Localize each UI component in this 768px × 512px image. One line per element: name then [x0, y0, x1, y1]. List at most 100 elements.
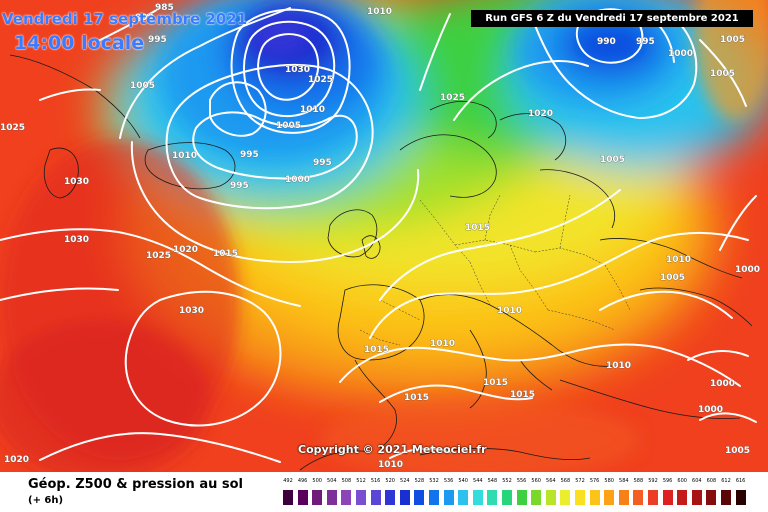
legend-tick-label: 560	[531, 478, 541, 484]
isobar-label: 1010	[172, 151, 197, 161]
isobar-label: 1010	[378, 460, 403, 470]
isobar-label: 1030	[64, 177, 89, 187]
isobar-label: 995	[230, 181, 249, 191]
isobar-label: 1020	[528, 109, 553, 119]
isobar-label: 1000	[698, 405, 723, 415]
legend-tick-label: 596	[662, 478, 673, 484]
isobar-label: 1000	[668, 49, 693, 59]
legend-tick-label: 500	[312, 478, 322, 484]
isobar-label: 1015	[213, 249, 238, 259]
legend-swatch	[443, 490, 454, 505]
legend-tick-label: 540	[458, 478, 468, 484]
legend-swatch	[283, 490, 293, 505]
legend-tick-label: 492	[283, 478, 293, 484]
isobar-label: 1015	[510, 390, 535, 400]
isobar-label: 1010	[666, 255, 691, 265]
isobar-label: 1000	[710, 379, 735, 389]
isobar-label: 985	[155, 3, 174, 13]
isobar-label: 1025	[146, 251, 171, 261]
isobar-label: 1005	[600, 155, 625, 165]
legend-swatch	[487, 490, 498, 505]
legend-swatch	[706, 490, 717, 505]
legend-swatch	[662, 490, 673, 505]
legend-swatch	[341, 490, 352, 505]
legend-swatch	[312, 490, 323, 505]
legend-tick-label: 504	[327, 478, 337, 484]
legend-tick-label: 612	[721, 478, 731, 484]
isobar-label: 1010	[606, 361, 631, 371]
isobar-label: 1015	[364, 345, 389, 355]
legend-swatch	[589, 490, 600, 505]
legend-swatch	[545, 490, 556, 505]
legend-tick-label: 548	[487, 478, 498, 484]
isobar-label: 1025	[308, 75, 333, 85]
isobar-label: 1010	[367, 7, 392, 17]
isobars	[0, 7, 757, 463]
legend-tick-label: 616	[735, 478, 746, 484]
legend-tick-label: 572	[575, 478, 585, 484]
legend-tick-label: 536	[443, 478, 454, 484]
legend-tick-label: 556	[516, 478, 527, 484]
isobar-label: 1005	[660, 273, 685, 283]
legend-swatch	[560, 490, 571, 505]
legend-tick-label: 592	[648, 478, 658, 484]
legend-tick-label: 604	[692, 478, 702, 484]
isobar-label: 1005	[725, 446, 750, 456]
isobar-label: 995	[636, 37, 655, 47]
legend-swatch	[326, 490, 337, 505]
legend-tick-label: 516	[370, 478, 381, 484]
legend-tick-label: 600	[677, 478, 687, 484]
isobar-label: 1030	[179, 306, 204, 316]
color-scale-legend: 492 496 500 504 508 512 516 520 524 528 532 536 540 5…	[283, 478, 753, 510]
pressure-labels: 1010 995 990 985 1005 1025 1030 1030 101…	[0, 3, 760, 471]
legend-tick-label: 568	[560, 478, 571, 484]
legend-swatch	[414, 490, 425, 505]
country-borders	[359, 194, 631, 346]
isobar-label: 1015	[404, 393, 429, 403]
model-run-banner: Run GFS 6 Z du Vendredi 17 septembre 202…	[471, 10, 753, 27]
legend-swatch	[721, 490, 731, 505]
legend-swatch	[297, 490, 308, 505]
isobar-label: 1010	[430, 339, 455, 349]
isobar-label: 1030	[285, 65, 310, 75]
isobar-label: 1015	[465, 223, 490, 233]
legend-swatch	[370, 490, 381, 505]
forecast-date: Vendredi 17 septembre 2021	[2, 10, 248, 28]
legend-tick-label: 528	[414, 478, 425, 484]
isobar-label: 1010	[497, 306, 522, 316]
weather-map: 1010 995 990 985 1005 1025 1030 1030 101…	[0, 0, 768, 472]
legend-tick-label: 564	[546, 478, 556, 484]
legend-tick-label: 512	[356, 478, 366, 484]
isobar-label: 1025	[440, 93, 465, 103]
legend-swatch	[458, 490, 469, 505]
legend-swatch	[604, 490, 615, 505]
isobar-label: 990	[597, 37, 616, 47]
legend-swatch	[385, 490, 396, 505]
isobar-label: 1010	[300, 105, 325, 115]
legend-tick-label: 544	[473, 478, 483, 484]
isobar-label: 990	[135, 13, 154, 23]
legend-swatch	[429, 490, 439, 505]
legend-swatch	[677, 490, 688, 505]
isobar-label: 1005	[130, 81, 155, 91]
isobar-label: 1005	[276, 121, 301, 131]
legend-tick-label: 524	[400, 478, 410, 484]
legend-swatch	[399, 490, 410, 505]
coastlines	[9, 54, 753, 471]
isobar-label: 1020	[173, 245, 198, 255]
legend-swatch	[648, 490, 658, 505]
legend-swatch	[516, 490, 527, 505]
legend-tick-label: 508	[341, 478, 352, 484]
forecast-time: 14:00 locale	[14, 32, 145, 54]
legend-swatch	[575, 490, 585, 505]
legend-tick-label: 580	[604, 478, 614, 484]
isobar-label: 1005	[710, 69, 735, 79]
legend-swatch	[735, 490, 746, 505]
isobar-label: 1005	[720, 35, 745, 45]
isobar-label: 1030	[64, 235, 89, 245]
legend-tick-label: 532	[429, 478, 439, 484]
isobar-label: 1000	[735, 265, 760, 275]
legend-swatch	[502, 490, 512, 505]
legend-tick-label: 496	[297, 478, 308, 484]
